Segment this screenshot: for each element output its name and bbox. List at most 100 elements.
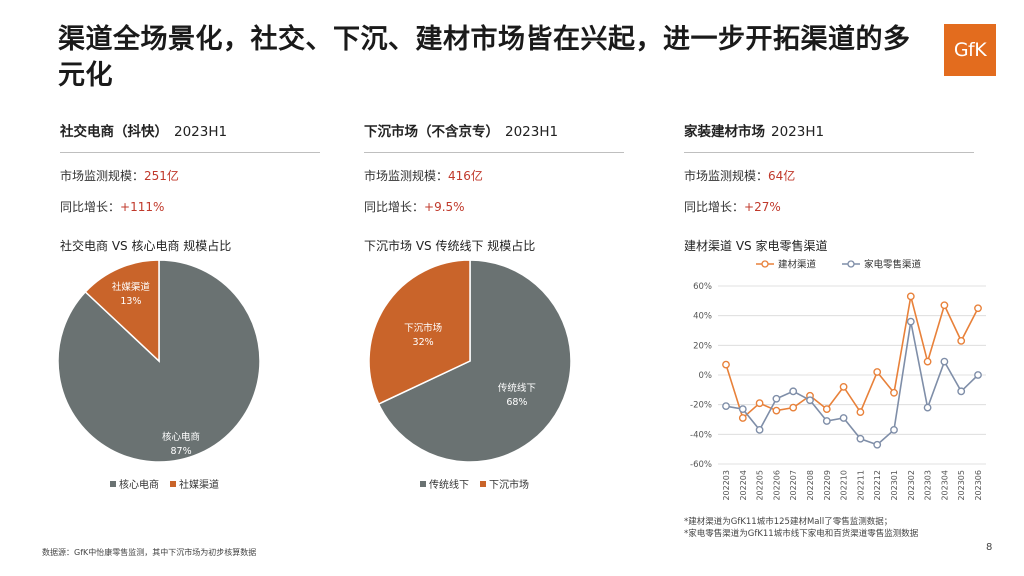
data-point: [906, 317, 915, 326]
x-tick-label: 202212: [873, 470, 882, 501]
x-tick-label: 202303: [924, 470, 933, 501]
stat-label: 市场监测规模：: [684, 169, 769, 183]
slice-value-label: 13%: [120, 296, 141, 307]
panel-heading-label: 社交电商（抖快）: [60, 124, 168, 140]
stat-value: 251亿: [144, 169, 179, 183]
x-tick-label: 202210: [840, 470, 849, 501]
x-tick-label: 202211: [856, 470, 865, 501]
data-point: [772, 406, 781, 415]
footnote-line: *家电零售渠道为GfK11城市线下家电和百货渠道零售监测数据: [684, 529, 919, 539]
page-title: 渠道全场景化，社交、下沉、建材市场皆在兴起，进一步开拓渠道的多元化: [58, 24, 911, 91]
legend-marker: [847, 260, 855, 268]
chart-footnotes: *建材渠道为GfK11城市125建材Mall了零售监测数据； *家电零售渠道为G…: [684, 516, 918, 540]
panel-lower-tier-market: 下沉市场（不含京专） 2023H1 市场监测规模：416亿 同比增长：+9.5% …: [364, 120, 624, 254]
slice-label: 下沉市场: [404, 322, 442, 334]
data-point: [940, 357, 949, 366]
y-tick-label: 40%: [693, 312, 712, 322]
series-line: [725, 321, 979, 446]
data-point: [755, 425, 764, 434]
data-point: [789, 387, 798, 396]
legend-label: 建材渠道: [778, 259, 817, 271]
data-point: [806, 396, 814, 405]
data-point: [856, 434, 865, 443]
data-point: [923, 357, 932, 366]
x-tick-label: 202204: [739, 470, 748, 501]
legend-swatch: [480, 481, 486, 487]
data-point: [738, 405, 747, 414]
data-point: [722, 402, 730, 411]
panel-heading: 社交电商（抖快） 2023H1: [60, 120, 320, 153]
x-tick-label: 202205: [756, 470, 765, 501]
slice-label: 核心电商: [162, 431, 200, 443]
market-size-stat: 市场监测规模：64亿: [684, 167, 974, 184]
stat-value: 416亿: [448, 169, 483, 183]
panel-heading: 下沉市场（不含京专） 2023H1: [364, 120, 624, 153]
legend-label: 家电零售渠道: [864, 259, 922, 271]
data-point: [738, 414, 747, 422]
market-size-stat: 市场监测规模：416亿: [364, 167, 624, 184]
x-tick-label: 202209: [823, 470, 832, 501]
x-tick-label: 202305: [957, 470, 966, 501]
panel-heading-label: 下沉市场（不含京专）: [364, 124, 499, 140]
series-line: [725, 296, 979, 420]
x-tick-label: 202306: [974, 470, 983, 501]
stat-value: 64亿: [768, 169, 796, 183]
page-number: 8: [986, 542, 993, 553]
data-point: [722, 360, 730, 369]
y-tick-label: 20%: [693, 341, 712, 351]
legend-label: 核心电商: [119, 478, 159, 491]
data-point: [789, 403, 798, 412]
slice-value-label: 32%: [413, 337, 434, 348]
legend-label: 社媒渠道: [179, 478, 219, 491]
stat-label: 市场监测规模：: [364, 169, 449, 183]
pie-slice: [368, 259, 471, 406]
slice-label: 传统线下: [498, 382, 536, 394]
panel-period: 2023H1: [505, 124, 559, 140]
yoy-growth-stat: 同比增长：+27%: [684, 198, 974, 215]
slice-value-label: 68%: [506, 397, 527, 408]
slice-label: 社媒渠道: [112, 281, 151, 293]
x-tick-label: 202203: [722, 470, 731, 501]
data-point: [839, 382, 848, 391]
data-point: [873, 440, 882, 449]
chart-title: 社交电商 VS 核心电商 规模占比: [60, 239, 232, 253]
data-point: [957, 387, 966, 396]
chart-title: 建材渠道 VS 家电零售渠道: [684, 239, 828, 253]
data-point: [873, 368, 882, 376]
x-tick-label: 202207: [789, 470, 798, 501]
x-tick-label: 202301: [890, 470, 899, 501]
panel-heading-label: 家装建材市场: [684, 124, 765, 140]
x-tick-label: 202302: [907, 470, 916, 501]
data-point: [923, 403, 932, 412]
data-point: [957, 336, 966, 345]
data-point: [974, 304, 982, 313]
legend-label: 下沉市场: [489, 478, 529, 491]
data-source-note: 数据源：GfK中怡康零售监测，其中下沉市场为初步核算数据: [42, 548, 257, 557]
gfk-logo: GfK: [944, 24, 996, 76]
legend-swatch: [170, 481, 176, 487]
slice-value-label: 87%: [170, 446, 191, 457]
legend-label: 传统线下: [429, 478, 469, 491]
data-point: [839, 414, 848, 422]
stat-label: 同比增长：: [684, 200, 745, 214]
stat-label: 同比增长：: [60, 200, 121, 214]
legend-marker: [761, 260, 769, 268]
data-point: [856, 408, 865, 416]
x-tick-label: 202206: [772, 470, 781, 501]
data-point: [890, 425, 898, 434]
y-tick-label: 0%: [699, 371, 713, 381]
stat-value: +9.5%: [424, 200, 465, 214]
data-point: [974, 371, 982, 379]
line-chart-building-vs-appliance: -60% -40% -20% 0% 20% 40% 60% 202203 202204 20220…: [690, 259, 986, 501]
x-tick-label: 202304: [940, 470, 949, 501]
y-tick-label: -20%: [690, 401, 712, 411]
y-tick-label: 60%: [693, 282, 712, 292]
y-tick-label: -60%: [690, 460, 712, 470]
data-point: [822, 405, 831, 414]
market-size-stat: 市场监测规模：251亿: [60, 167, 320, 184]
data-point: [755, 399, 764, 408]
legend-swatch: [110, 481, 116, 487]
panel-heading: 家装建材市场 2023H1: [684, 120, 974, 153]
panel-period: 2023H1: [174, 124, 228, 140]
